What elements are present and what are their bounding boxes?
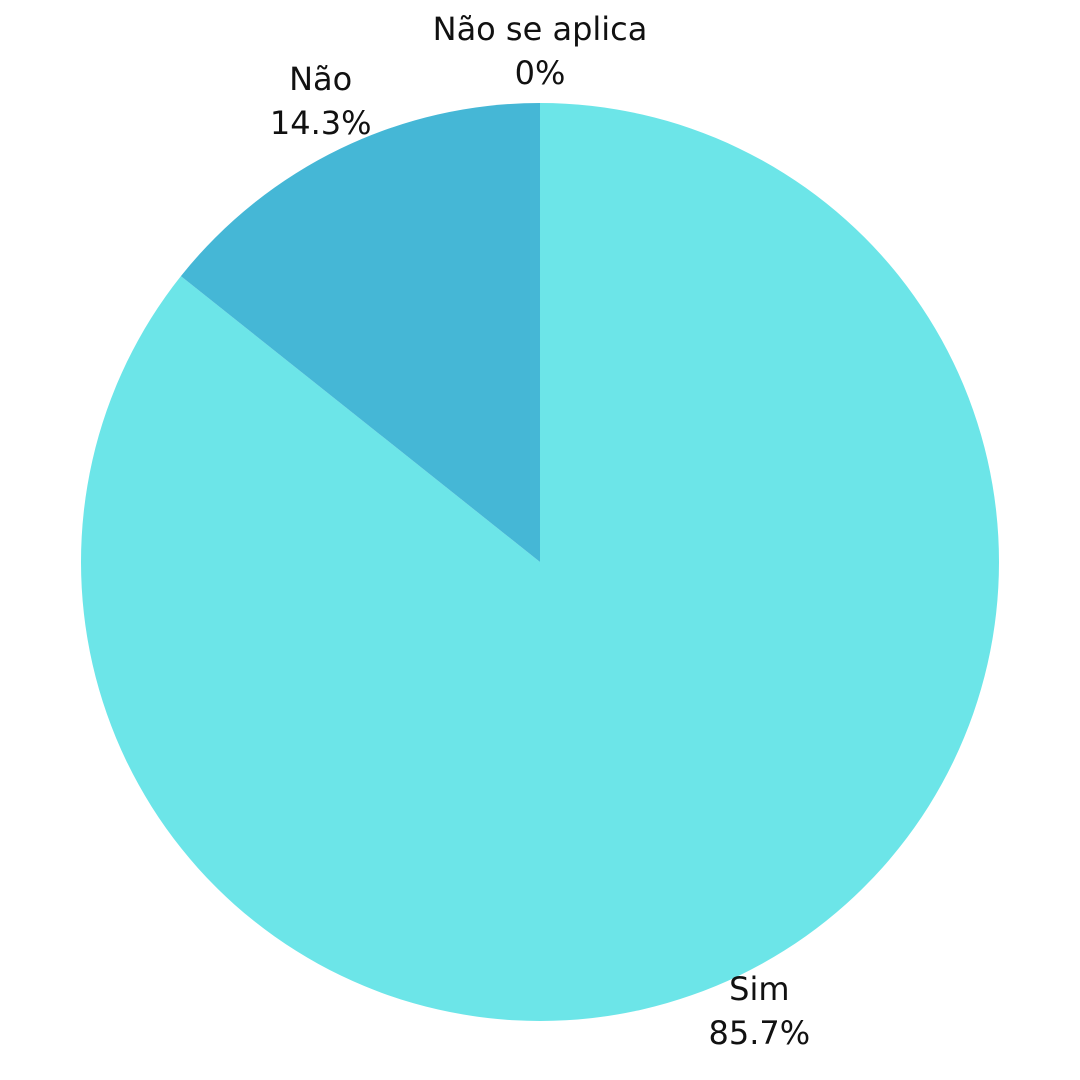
slice-value-nao: 14.3% xyxy=(270,104,372,142)
slice-label-sim: Sim xyxy=(729,970,789,1008)
slice-value-sim: 85.7% xyxy=(708,1014,810,1052)
slice-value-nao-se-aplica: 0% xyxy=(515,54,566,92)
pie-slices xyxy=(81,103,1000,1022)
pie-labels: Sim 85.7% Não 14.3% Não se aplica 0% xyxy=(270,10,810,1052)
pie-slice-nao xyxy=(180,103,540,562)
pie-slice-sim xyxy=(81,103,1000,1022)
slice-label-nao: Não xyxy=(289,60,352,98)
slice-label-nao-se-aplica: Não se aplica xyxy=(433,10,648,48)
